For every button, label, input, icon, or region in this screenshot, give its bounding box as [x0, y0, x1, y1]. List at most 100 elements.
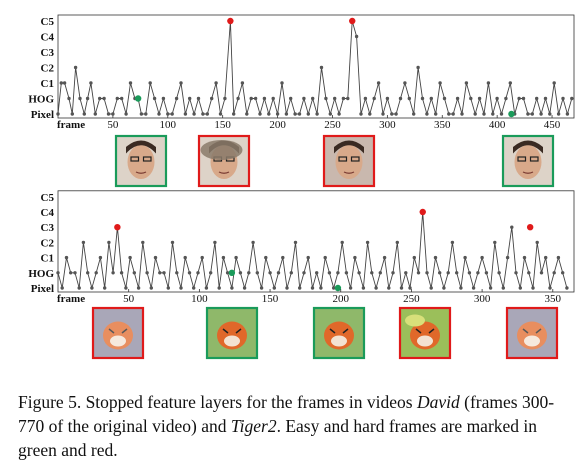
data-point	[85, 96, 90, 101]
x-tick-label: 100	[191, 293, 208, 305]
data-point	[174, 96, 179, 101]
data-point	[144, 112, 148, 116]
data-point	[70, 112, 75, 116]
data-point	[249, 96, 253, 101]
x-tick-label: 350	[434, 119, 451, 131]
data-point	[460, 112, 464, 116]
data-point	[293, 240, 298, 245]
data-point	[425, 271, 429, 275]
data-point	[275, 112, 280, 116]
data-point	[311, 96, 315, 101]
data-point	[93, 112, 98, 116]
data-point	[240, 81, 245, 85]
data-point	[497, 271, 501, 275]
data-point	[416, 65, 420, 70]
data-point	[139, 112, 144, 116]
frame-thumbnail	[322, 134, 376, 188]
data-point	[217, 286, 221, 290]
data-point	[357, 271, 361, 275]
y-tick-label: C2	[41, 63, 55, 75]
mouth-line	[343, 171, 355, 174]
easy-frame-marker	[134, 95, 142, 102]
data-point	[337, 112, 341, 116]
data-point	[328, 112, 332, 116]
data-point	[315, 271, 319, 275]
data-point	[561, 96, 565, 101]
data-point	[103, 286, 107, 290]
y-tick-label: C3	[41, 222, 55, 234]
data-point	[473, 112, 477, 116]
frame-thumbnail	[312, 306, 366, 360]
data-point	[539, 112, 543, 116]
data-point	[467, 271, 472, 275]
data-point	[504, 96, 508, 101]
data-point	[531, 286, 535, 290]
data-point	[179, 81, 183, 85]
data-point	[200, 255, 204, 260]
caption-middle: (frames 300-770 of the original video) a…	[18, 392, 555, 436]
data-point	[136, 286, 141, 290]
data-point	[253, 96, 258, 101]
leaf-occluder	[405, 314, 425, 327]
mouth-line	[218, 171, 230, 174]
data-point	[434, 112, 438, 116]
frame-thumbnail	[91, 306, 145, 360]
data-point	[412, 112, 416, 116]
data-point	[82, 112, 87, 116]
data-point	[298, 286, 302, 290]
tiger2-plot: Pixel HOG C1 C2 C3 C4 C5 50 100 150 200 250 300 350 fr…	[28, 190, 575, 305]
y-tick-label: C4	[41, 207, 55, 219]
x-axis-label: frame	[57, 293, 85, 305]
face-shape	[335, 145, 363, 179]
caption-video1: David	[416, 392, 460, 412]
frame-thumbnail	[114, 134, 168, 188]
data-point	[289, 271, 293, 275]
data-point	[262, 96, 267, 101]
data-point	[271, 96, 275, 101]
data-point	[232, 112, 236, 116]
data-point	[315, 112, 319, 116]
data-point	[196, 271, 200, 275]
data-point	[214, 81, 218, 85]
data-point	[535, 240, 539, 245]
data-point	[535, 96, 539, 101]
frame-thumbnail	[205, 306, 259, 360]
data-point	[94, 271, 98, 275]
data-point	[416, 271, 421, 275]
data-point	[407, 96, 411, 101]
data-point	[412, 255, 416, 260]
data-point	[556, 112, 561, 116]
data-point	[495, 96, 499, 101]
data-point	[284, 112, 289, 116]
hard-frame-marker	[114, 224, 121, 231]
data-point	[141, 240, 145, 245]
data-point	[374, 286, 378, 290]
data-point	[306, 255, 310, 260]
easy-frame-marker	[334, 284, 342, 292]
data-point	[395, 240, 399, 245]
x-tick-label: 250	[403, 293, 420, 305]
caption-prefix: Figure 5. Stopped feature layers for the…	[18, 392, 417, 412]
y-tick-label: C5	[41, 192, 55, 204]
data-point	[552, 271, 556, 275]
data-point	[302, 96, 306, 101]
glasses-lens	[338, 156, 348, 162]
data-point	[530, 112, 534, 116]
tiger-muzzle	[524, 335, 540, 347]
data-point	[391, 271, 395, 275]
y-tick-label: C3	[41, 47, 55, 59]
data-point	[319, 286, 323, 290]
data-point	[522, 255, 527, 260]
data-point	[561, 271, 565, 275]
data-point	[442, 286, 446, 290]
data-point	[382, 255, 387, 260]
data-point	[518, 286, 522, 290]
easy-frame-border	[205, 306, 259, 360]
hair-shape	[513, 140, 543, 154]
data-point	[341, 96, 346, 101]
hard-frame-marker	[419, 208, 426, 216]
data-point	[161, 96, 166, 101]
data-point	[106, 112, 111, 116]
data-point	[324, 96, 328, 101]
data-point	[493, 240, 497, 245]
